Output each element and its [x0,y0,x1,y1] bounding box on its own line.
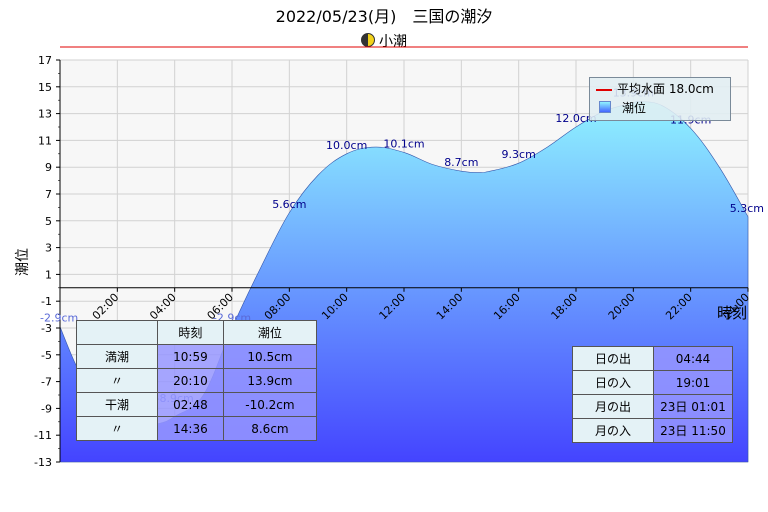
legend-mean-level: 平均水面 18.0cm [596,81,714,97]
tide-table-header: 時刻 潮位 [76,320,318,345]
row-time: 10:59 [157,344,224,369]
y-axis-label: 潮位 [15,248,31,276]
header-cell-level: 潮位 [222,320,318,345]
header-cell-time: 時刻 [157,320,224,345]
table-row: 月の出 23日 01:01 [572,394,733,419]
y-tick-label: 15 [38,81,52,94]
row-value: 04:44 [653,346,733,371]
legend: 平均水面 18.0cm 潮位 [589,77,731,121]
row-time: 20:10 [157,368,224,393]
data-label: 12.0cm [555,112,596,125]
legend-mean-label: 平均水面 18.0cm [617,82,714,96]
sun-moon-table: 日の出 04:44 日の入 19:01 月の出 23日 01:01 月の入 23… [572,346,733,443]
legend-tide-label: 潮位 [622,101,647,115]
table-row: 〃 20:10 13.9cm [76,368,318,393]
data-label: 9.3cm [502,148,536,161]
y-tick-label: 1 [45,268,52,281]
row-label: 日の出 [572,346,654,371]
row-value: 23日 01:01 [653,394,733,419]
data-label: 5.3cm [730,202,764,215]
header-cell [76,320,158,345]
row-value: 23日 11:50 [653,418,733,443]
y-tick-label: -5 [41,349,52,362]
y-tick-label: -13 [34,456,52,469]
table-row: 干潮 02:48 -10.2cm [76,392,318,417]
row-label: 月の出 [572,394,654,419]
y-tick-label: 7 [45,188,52,201]
row-time: 02:48 [157,392,224,417]
y-tick-label: -7 [41,376,52,389]
data-label: 8.7cm [444,156,478,169]
row-level: 10.5cm [222,344,318,369]
moon-phase: 小潮 [0,31,768,51]
y-tick-label: 17 [38,54,52,67]
data-label: 10.1cm [383,137,424,150]
row-label: 月の入 [572,418,654,443]
y-tick-label: 5 [45,215,52,228]
moon-phase-label: 小潮 [379,34,407,50]
y-tick-label: 9 [45,161,52,174]
x-axis-label: 時刻 [717,304,747,322]
row-level: 8.6cm [222,416,318,441]
y-tick-label: 11 [38,134,52,147]
y-tick-label: -11 [34,429,52,442]
table-row: 〃 14:36 8.6cm [76,416,318,441]
row-label: 干潮 [76,392,158,417]
table-row: 日の入 19:01 [572,370,733,395]
row-label: 〃 [76,368,158,393]
table-row: 月の入 23日 11:50 [572,418,733,443]
row-label: 日の入 [572,370,654,395]
mean-line-swatch [596,88,612,91]
row-label: 〃 [76,416,158,441]
y-tick-label: 3 [45,242,52,255]
y-tick-label: 13 [38,108,52,121]
row-label: 満潮 [76,344,158,369]
row-time: 14:36 [157,416,224,441]
tide-table: 時刻 潮位 満潮 10:59 10.5cm 〃 20:10 13.9cm 干潮 … [76,320,318,441]
page-title: 2022/05/23(月) 三国の潮汐 [275,7,493,26]
data-label: 10.0cm [326,139,367,152]
tide-area-swatch [599,101,611,113]
row-level: 13.9cm [222,368,318,393]
y-tick-label: -1 [41,295,52,308]
table-row: 満潮 10:59 10.5cm [76,344,318,369]
row-level: -10.2cm [222,392,318,417]
y-tick-label: -3 [41,322,52,335]
data-label: 5.6cm [272,198,306,211]
data-label: -2.9cm [40,312,78,325]
row-value: 19:01 [653,370,733,395]
legend-tide: 潮位 [596,100,646,116]
table-row: 日の出 04:44 [572,346,733,371]
y-tick-label: -9 [41,402,52,415]
